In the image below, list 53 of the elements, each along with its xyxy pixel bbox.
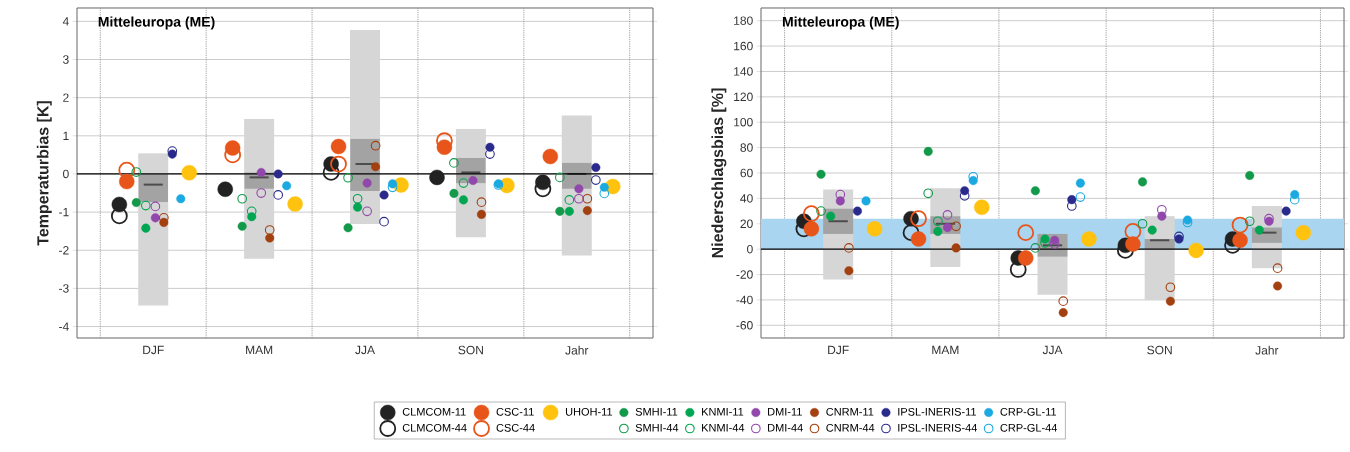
y-tick-label: 60 xyxy=(740,168,753,178)
legend-label: DMI-11 xyxy=(768,407,802,416)
y-tick-label: 40 xyxy=(740,194,753,203)
legend-label: IPSL-INERIS-11 xyxy=(898,407,976,416)
x-tick-label: SON xyxy=(1147,345,1172,355)
legend-label: SMHI-11 xyxy=(635,407,678,416)
y-tick-label: -40 xyxy=(736,295,753,305)
legend-label: CNRM-44 xyxy=(826,423,875,432)
x-tick-label: DJF xyxy=(143,345,164,355)
y-tick-label: -20 xyxy=(736,270,753,279)
y-tick-label: -1 xyxy=(59,207,69,217)
x-tick-label: JJA xyxy=(355,345,375,355)
y-tick-label: 120 xyxy=(734,92,753,102)
y-axis-title: Niederschlagsbias [%] xyxy=(711,88,727,258)
x-tick-label: JJA xyxy=(1042,345,1063,355)
x-tick-label: MAM xyxy=(932,345,959,355)
y-tick-label: -2 xyxy=(59,246,69,255)
text: Mitteleuropa (ME) xyxy=(98,16,215,30)
y-tick-label: 2 xyxy=(63,93,69,102)
legend-label: IPSL-INERIS-44 xyxy=(898,423,978,432)
text: Mitteleuropa (ME) xyxy=(782,16,899,30)
y-tick-label: 20 xyxy=(740,219,753,229)
y-tick-label: -3 xyxy=(59,284,69,293)
y-tick-label: 0 xyxy=(63,169,69,179)
x-tick-label: SON xyxy=(458,345,483,355)
legend-label: CSC-11 xyxy=(496,407,534,416)
y-tick-label: 100 xyxy=(734,117,753,127)
legend-label: KNMI-44 xyxy=(702,423,745,432)
x-tick-label: Jahr xyxy=(1255,345,1279,355)
legend-label: KNMI-11 xyxy=(702,407,744,416)
legend-label: SMHI-44 xyxy=(635,423,679,432)
legend-label: UHOH-11 xyxy=(565,407,613,416)
y-tick-label: -4 xyxy=(59,322,69,331)
y-tick-label: 3 xyxy=(63,55,69,64)
legend-label: CNRM-11 xyxy=(826,407,874,416)
legend-label: CLMCOM-11 xyxy=(402,407,466,416)
legend-label: DMI-44 xyxy=(768,423,803,432)
x-tick-label: DJF xyxy=(828,345,849,355)
y-tick-label: 1 xyxy=(63,131,69,140)
legend-label: CSC-44 xyxy=(496,423,535,432)
legend-label: CRP-GL-44 xyxy=(1000,423,1058,432)
x-tick-label: Jahr xyxy=(565,345,589,355)
y-tick-label: 160 xyxy=(734,41,753,51)
x-tick-label: MAM xyxy=(246,345,273,355)
y-tick-label: -60 xyxy=(736,321,753,330)
y-tick-label: 140 xyxy=(734,67,753,76)
y-tick-label: 80 xyxy=(740,143,753,152)
legend-label: CRP-GL-11 xyxy=(1000,407,1057,416)
y-tick-label: 4 xyxy=(62,17,69,26)
legend-label: CLMCOM-44 xyxy=(402,423,467,432)
y-tick-label: 0 xyxy=(747,244,753,254)
y-axis-title: Temperaturbias [K] xyxy=(36,101,52,246)
y-tick-label: 180 xyxy=(734,16,753,25)
